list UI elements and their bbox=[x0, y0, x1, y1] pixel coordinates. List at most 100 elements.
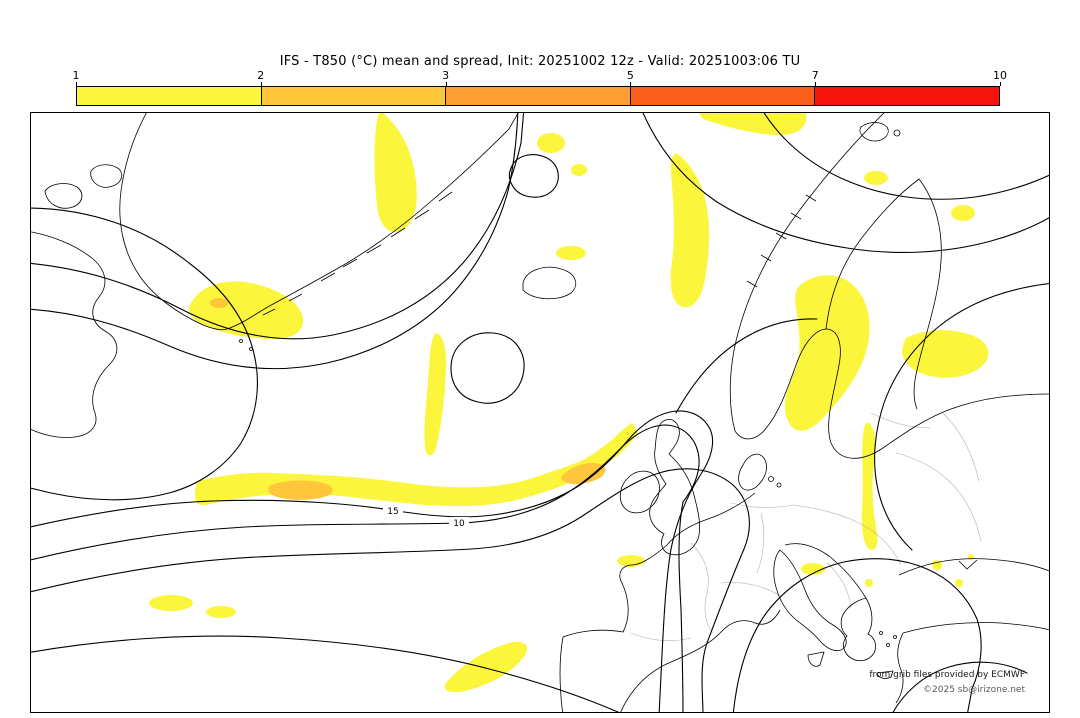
colorbar-segment bbox=[261, 87, 447, 105]
border-line bbox=[756, 512, 765, 574]
spread-patch bbox=[800, 334, 850, 414]
coast-islet bbox=[879, 631, 883, 635]
colorbar-tick bbox=[260, 82, 262, 86]
coast-islet bbox=[768, 476, 774, 482]
spread-patch bbox=[951, 205, 975, 221]
coast-sicily bbox=[807, 651, 825, 667]
contour-closed-small bbox=[508, 154, 559, 198]
coast-turkey-north bbox=[902, 622, 1049, 634]
colorbar-tick-label: 3 bbox=[442, 69, 450, 82]
coast-iceland bbox=[522, 266, 577, 300]
colorbar-tick-label: 10 bbox=[993, 69, 1007, 82]
contour-line-15 bbox=[31, 410, 714, 712]
spread-patch bbox=[861, 422, 878, 551]
coast-adriatic bbox=[784, 543, 867, 599]
border-line bbox=[792, 504, 902, 566]
country-borders-layer bbox=[630, 412, 982, 642]
contour-line bbox=[892, 661, 1028, 712]
contour-label-15: 15 bbox=[383, 505, 403, 517]
map-svg: 15 10 bbox=[31, 113, 1049, 712]
contour-label-text: 10 bbox=[453, 519, 465, 529]
contour-line bbox=[642, 113, 1049, 254]
spread-jet-band bbox=[195, 423, 637, 507]
coast-west-europe bbox=[559, 492, 756, 712]
spread-patch bbox=[968, 554, 974, 560]
spread-patch bbox=[571, 164, 587, 176]
colorbar-segment bbox=[630, 87, 816, 105]
contour-line bbox=[732, 558, 982, 712]
colorbar-tick bbox=[815, 82, 817, 86]
coast-turkey-west bbox=[895, 632, 904, 704]
colorbar-ticks bbox=[76, 82, 1001, 86]
coastline-layer bbox=[31, 113, 1049, 712]
colorbar-tick bbox=[445, 82, 447, 86]
spread-patch bbox=[865, 579, 873, 587]
colorbar-tick-labels: 1 2 3 5 7 10 bbox=[72, 69, 1008, 82]
coast-baltic bbox=[734, 328, 1049, 459]
contour-line bbox=[874, 283, 1049, 551]
contour-line bbox=[31, 207, 258, 501]
spread-mid-layer bbox=[210, 298, 606, 500]
coast-denmark bbox=[738, 453, 767, 491]
contour-line bbox=[31, 635, 620, 712]
colorbar-segment bbox=[77, 87, 262, 105]
spread-patch bbox=[801, 563, 825, 575]
spread-colorbar: 1 2 3 5 7 10 bbox=[72, 69, 1008, 109]
spread-patch bbox=[444, 641, 528, 693]
border-line bbox=[826, 562, 852, 609]
spread-patch-mid bbox=[210, 298, 228, 308]
border-line bbox=[720, 582, 780, 596]
contour-line-10 bbox=[31, 424, 700, 712]
contour-line bbox=[31, 468, 750, 712]
contour-line bbox=[31, 113, 525, 340]
spread-patch bbox=[902, 330, 989, 378]
coast-greenland bbox=[119, 113, 519, 331]
coast-ireland bbox=[619, 470, 660, 514]
spread-patch bbox=[556, 246, 586, 260]
colorbar-gradient bbox=[76, 86, 1000, 106]
coast-crete bbox=[876, 670, 894, 679]
contour-line bbox=[31, 113, 519, 370]
border-line bbox=[690, 542, 714, 634]
spread-patch bbox=[864, 171, 888, 185]
chart-title: IFS - T850 (°C) mean and spread, Init: 2… bbox=[279, 54, 801, 69]
coast-canada bbox=[31, 231, 118, 438]
credit-ecmwf: from grib files provided by ECMWF bbox=[869, 670, 1025, 680]
contour-line bbox=[763, 113, 1049, 200]
spread-patch-mid bbox=[268, 480, 333, 500]
coast-islet bbox=[776, 482, 782, 488]
coast-fjords bbox=[262, 191, 453, 316]
coast-island bbox=[44, 183, 83, 209]
coast-greece bbox=[840, 597, 876, 662]
spread-patch bbox=[424, 333, 447, 456]
colorbar-tick-label: 2 bbox=[257, 69, 265, 82]
contour-label-mask bbox=[449, 517, 469, 528]
spread-patch bbox=[955, 579, 963, 587]
contour-layer bbox=[31, 113, 1049, 712]
border-line bbox=[942, 412, 980, 482]
coast-mediterranean-west bbox=[620, 609, 781, 712]
spread-patch bbox=[374, 113, 417, 233]
border-line bbox=[870, 412, 932, 429]
coast-italy bbox=[773, 549, 847, 651]
spread-patch bbox=[670, 153, 710, 308]
coast-svalbard bbox=[859, 122, 889, 142]
coast-island bbox=[90, 164, 123, 188]
contour-label-mask bbox=[383, 505, 403, 516]
coast-norway bbox=[729, 113, 885, 432]
colorbar-tick bbox=[76, 82, 77, 86]
credit-copyright: ©2025 sb@irizone.net bbox=[923, 685, 1025, 695]
spread-patch bbox=[537, 133, 565, 153]
colorbar-tick bbox=[1000, 82, 1001, 86]
coast-islet bbox=[893, 635, 897, 639]
spread-patch-mid bbox=[561, 463, 606, 485]
border-line bbox=[630, 632, 692, 642]
spread-patch bbox=[149, 595, 193, 611]
colorbar-tick-label: 1 bbox=[72, 69, 80, 82]
spread-patch bbox=[699, 113, 807, 135]
coast-islet bbox=[893, 129, 901, 137]
spread-patch bbox=[206, 606, 236, 618]
colorbar-segment bbox=[815, 87, 999, 105]
map-frame: 15 10 from grib files provided by ECMWF … bbox=[30, 112, 1050, 713]
